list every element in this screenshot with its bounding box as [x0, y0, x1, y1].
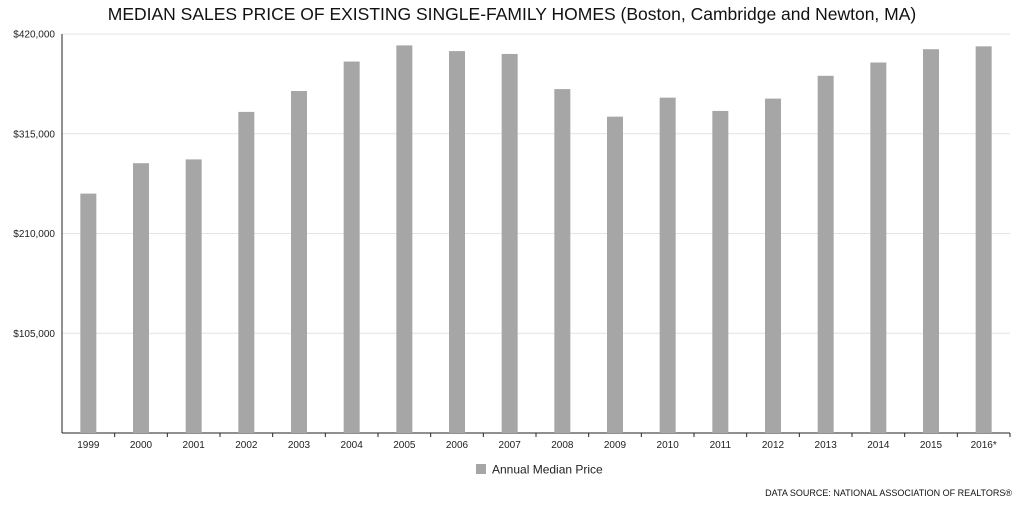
x-tick-label: 2001	[183, 440, 206, 451]
x-tick-label: 2010	[657, 440, 680, 451]
bar	[607, 116, 623, 434]
x-tick-label: 2015	[920, 440, 943, 451]
y-tick-label: $210,000	[13, 229, 55, 240]
x-tick-label: 2007	[499, 440, 522, 451]
bar	[396, 45, 413, 434]
x-tick-label: 2006	[446, 440, 469, 451]
x-tick-label: 2014	[867, 440, 890, 451]
x-tick-label: 2004	[341, 440, 364, 451]
bar	[923, 49, 939, 433]
x-tick-label: 2013	[815, 440, 838, 451]
chart-title: MEDIAN SALES PRICE OF EXISTING SINGLE-FA…	[107, 4, 917, 24]
bar	[133, 163, 149, 433]
x-tick-label: 2016*	[971, 440, 997, 451]
y-tick-label: $420,000	[13, 30, 55, 41]
x-tick-label: 2002	[235, 440, 258, 451]
y-tick-label: $315,000	[13, 129, 55, 140]
bar	[975, 46, 992, 433]
legend-label: Annual Median Price	[492, 463, 603, 477]
x-tick-label: 1999	[77, 440, 100, 451]
x-tick-label: 2008	[551, 440, 574, 451]
bar	[765, 98, 781, 433]
bar	[449, 51, 465, 433]
bar	[817, 75, 834, 434]
legend-swatch	[476, 464, 486, 474]
bar	[238, 111, 255, 434]
bar	[554, 89, 571, 433]
bar	[185, 159, 202, 433]
x-tick-label: 2012	[762, 440, 785, 451]
bar	[343, 61, 360, 434]
x-tick-label: 2000	[130, 440, 153, 451]
x-tick-label: 2009	[604, 440, 627, 451]
x-tick-label: 2005	[393, 440, 416, 451]
x-tick-label: 2011	[710, 440, 732, 451]
bar	[659, 97, 676, 434]
x-tick-label: 2003	[288, 440, 311, 451]
bar	[501, 53, 518, 433]
bar	[80, 193, 97, 433]
source-note: DATA SOURCE: NATIONAL ASSOCIATION OF REA…	[765, 488, 1012, 498]
bar	[291, 91, 307, 433]
y-tick-label: $105,000	[13, 329, 55, 340]
bar	[712, 110, 729, 433]
bar	[870, 62, 887, 433]
